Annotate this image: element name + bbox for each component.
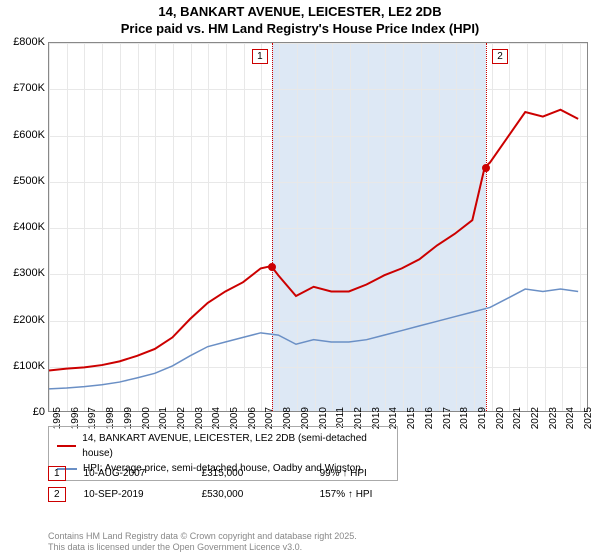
series-hpi <box>49 289 578 389</box>
y-tick-label: £200K <box>1 314 45 326</box>
y-tick-label: £600K <box>1 129 45 141</box>
legend-swatch <box>57 445 76 447</box>
event-number: 2 <box>48 487 66 502</box>
footer: Contains HM Land Registry data © Crown c… <box>48 531 357 554</box>
event-pct: 157% ↑ HPI <box>320 489 420 500</box>
x-tick-label: 2020 <box>495 407 506 447</box>
footer-line-1: Contains HM Land Registry data © Crown c… <box>48 531 357 543</box>
y-tick-label: £800K <box>1 36 45 48</box>
event-price: £315,000 <box>202 468 302 479</box>
event-date: 10-AUG-2007 <box>84 468 184 479</box>
legend-label: 14, BANKART AVENUE, LEICESTER, LE2 2DB (… <box>82 431 389 461</box>
y-tick-label: £700K <box>1 82 45 94</box>
title-line-2: Price paid vs. HM Land Registry's House … <box>0 21 600 38</box>
series-property <box>49 110 578 371</box>
footer-line-2: This data is licensed under the Open Gov… <box>48 542 357 554</box>
event-pct: 99% ↑ HPI <box>320 468 420 479</box>
y-tick-label: £100K <box>1 360 45 372</box>
x-tick-label: 2019 <box>477 407 488 447</box>
chart-lines <box>49 43 587 411</box>
x-tick-label: 2021 <box>512 407 523 447</box>
y-tick-label: £300K <box>1 267 45 279</box>
y-tick-label: £0 <box>1 406 45 418</box>
legend-item: 14, BANKART AVENUE, LEICESTER, LE2 2DB (… <box>57 431 389 461</box>
event-date: 10-SEP-2019 <box>84 489 184 500</box>
y-tick-label: £400K <box>1 221 45 233</box>
marker-dot <box>482 164 490 172</box>
event-row: 1 10-AUG-2007 £315,000 99% ↑ HPI <box>48 466 420 481</box>
x-tick-label: 2018 <box>459 407 470 447</box>
x-tick-label: 2024 <box>565 407 576 447</box>
x-tick-label: 2022 <box>530 407 541 447</box>
x-tick-label: 2025 <box>583 407 594 447</box>
x-tick-label: 2023 <box>548 407 559 447</box>
events-table: 1 10-AUG-2007 £315,000 99% ↑ HPI 2 10-SEP-201… <box>48 466 420 508</box>
x-tick-label: 2015 <box>406 407 417 447</box>
event-number: 1 <box>48 466 66 481</box>
y-tick-label: £500K <box>1 175 45 187</box>
event-price: £530,000 <box>202 489 302 500</box>
title-line-1: 14, BANKART AVENUE, LEICESTER, LE2 2DB <box>0 4 600 21</box>
marker-dot <box>268 263 276 271</box>
x-tick-label: 2016 <box>424 407 435 447</box>
event-row: 2 10-SEP-2019 £530,000 157% ↑ HPI <box>48 487 420 502</box>
chart: £0£100K£200K£300K£400K£500K£600K£700K£80… <box>48 42 588 412</box>
x-tick-label: 2017 <box>442 407 453 447</box>
